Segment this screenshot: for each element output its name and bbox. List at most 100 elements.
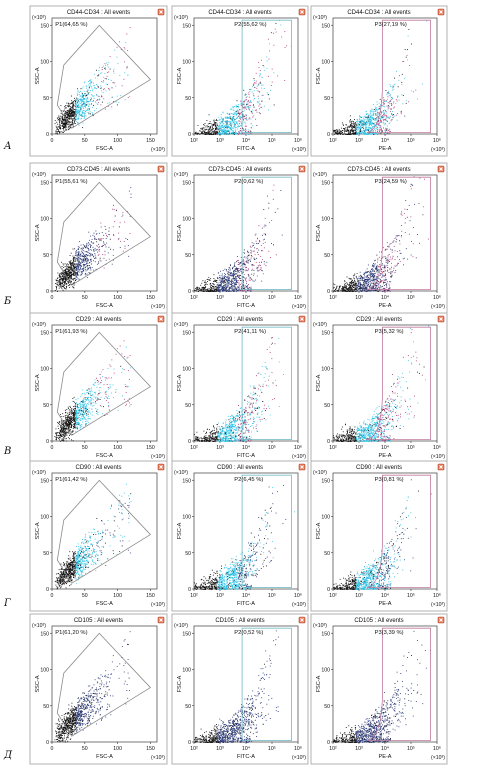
scatter-point [226,112,228,114]
scatter-point [233,133,235,135]
scatter-point [242,103,244,105]
scatter-point [393,101,395,103]
scatter-point [228,272,230,274]
scatter-point [61,131,63,133]
scatter-point [107,252,109,254]
scatter-point [214,132,216,134]
close-icon[interactable] [298,8,306,16]
scatter-point [360,132,362,134]
scatter-point [223,133,225,135]
scatter-point [202,288,204,290]
scatter-point [367,285,369,287]
scatter-point [403,213,405,215]
scatter-point [378,124,380,126]
scatter-point [236,100,238,101]
scatter-point [86,104,88,105]
scatter-point [62,275,64,277]
x-tick-label: 150 [146,138,155,144]
scatter-point [242,268,244,270]
scatter-point [77,248,79,250]
scatter-point [217,133,219,135]
scatter-point [231,286,232,288]
close-icon[interactable] [437,165,445,173]
x-tick-label: 10⁶ [294,295,302,301]
scatter-point [85,254,87,256]
scatter-point [78,263,80,264]
scatter-point [247,287,249,289]
scatter-point [226,269,227,271]
scatter-point [362,130,363,132]
scatter-point [207,278,209,280]
scatter-point [70,116,72,118]
scatter-point [79,263,81,265]
scatter-point [261,261,262,263]
scatter-point [348,133,350,135]
scatter-point [81,259,82,260]
scatter-point [75,103,77,105]
scatter-point [234,125,236,127]
scatter-point [359,287,361,288]
scatter-point [70,265,72,267]
scatter-point [73,268,75,270]
scatter-point [196,287,198,289]
scatter-point [218,289,220,291]
scatter-point [372,113,374,115]
scatter-point [242,118,244,120]
scatter-point [105,259,107,261]
scatter-point [260,265,262,267]
scatter-point [75,119,77,121]
scatter-point [355,283,357,285]
scatter-point [216,128,218,130]
scatter-point [382,126,384,128]
scatter-point [62,278,64,279]
close-icon[interactable] [437,8,445,16]
scatter-point [229,281,231,283]
scatter-point [203,124,205,126]
gate-polygon[interactable] [56,24,152,129]
scatter-point [85,246,87,248]
scatter-point [67,111,69,113]
scatter-point [374,119,376,121]
gate-polygon[interactable] [56,181,152,286]
scatter-point [410,90,412,92]
scatter-point [368,130,370,132]
scatter-point [400,113,402,115]
close-icon[interactable] [298,165,306,173]
scatter-point [91,90,93,92]
scatter-point [343,290,345,292]
scatter-point [70,262,72,264]
scatter-point [86,256,88,258]
scatter-point [261,87,263,89]
scatter-point [237,106,239,107]
scatter-point [258,270,260,271]
scatter-point [67,272,69,274]
scatter-point [72,258,74,260]
scatter-point [393,84,395,86]
scatter-point [374,111,376,113]
scatter-point [232,283,234,284]
scatter-point [221,125,222,127]
scatter-point [374,109,375,110]
close-icon[interactable] [157,8,165,16]
scatter-point [95,233,97,235]
scatter-point [250,132,252,134]
scatter-point [356,286,358,288]
scatter-point [91,103,92,105]
scatter-point [68,113,70,115]
gate-curve[interactable] [366,19,431,133]
scatter-point [92,253,93,255]
gate-rectangle[interactable] [241,19,292,133]
scatter-point [99,257,101,259]
scatter-point [212,127,213,129]
scatter-point [426,20,428,22]
scatter-point [208,291,210,292]
scatter-point [370,124,372,126]
close-icon[interactable] [157,165,165,173]
scatter-point [256,275,258,277]
scatter-point [360,129,361,131]
scatter-point [216,130,218,132]
scatter-point [363,129,365,131]
scatter-point [358,121,360,122]
gate-rectangle[interactable] [241,176,292,290]
